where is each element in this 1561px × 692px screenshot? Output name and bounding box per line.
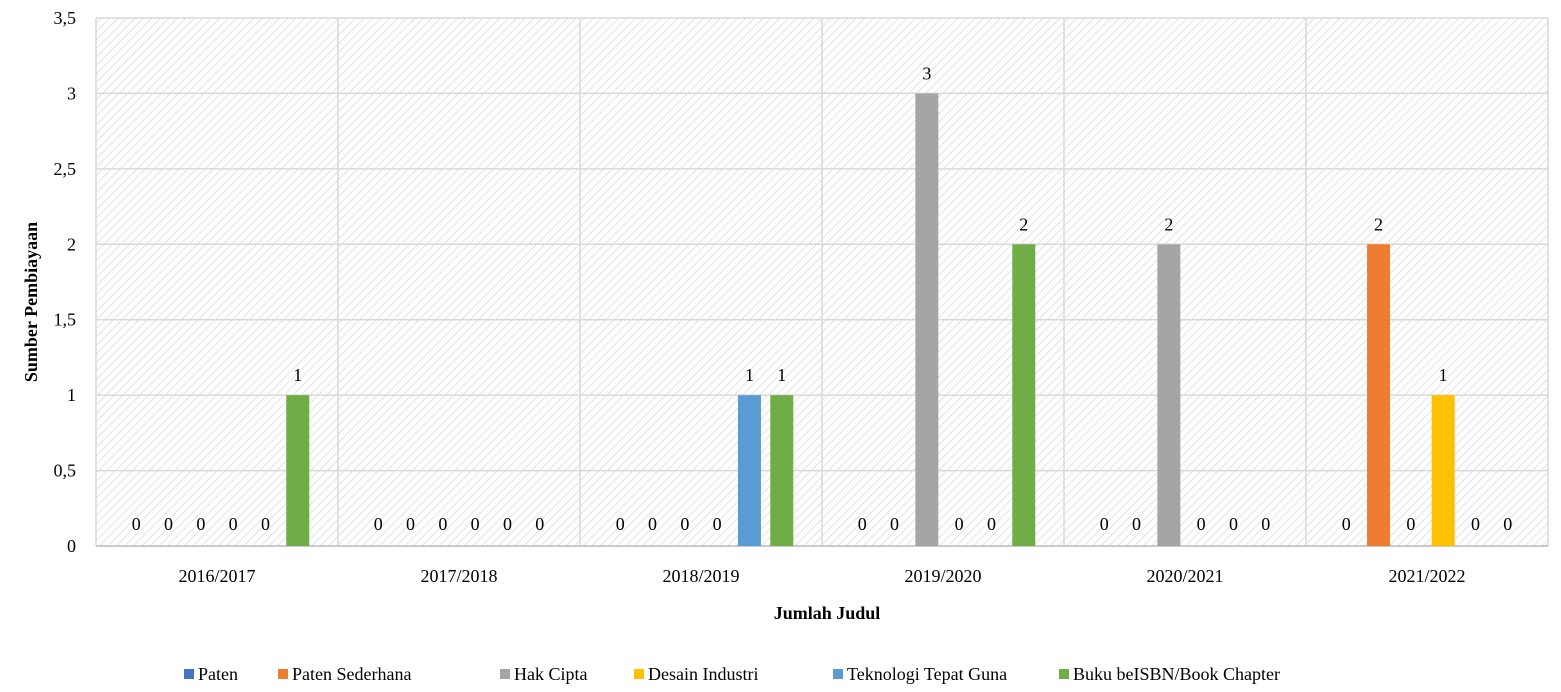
legend-swatch [500, 669, 510, 679]
data-label: 0 [374, 514, 383, 534]
y-axis-title: Sumber Pembiayaan [21, 222, 41, 382]
legend-label: Desain Industri [648, 664, 758, 684]
x-tick-label: 2017/2018 [420, 566, 497, 586]
data-label: 0 [1132, 514, 1141, 534]
data-label: 0 [680, 514, 689, 534]
data-label: 0 [1342, 514, 1351, 534]
data-label: 0 [890, 514, 899, 534]
y-tick-label: 2,5 [54, 159, 77, 179]
legend: Paten Paten Sederhana Hak Cipta Desain Indu… [184, 664, 1280, 684]
legend-swatch [184, 669, 194, 679]
data-label: 0 [196, 514, 205, 534]
data-label: 0 [406, 514, 415, 534]
bar [737, 395, 761, 546]
bar [1012, 244, 1036, 547]
legend-swatch [278, 669, 288, 679]
x-tick-label: 2019/2020 [904, 566, 981, 586]
data-label: 0 [1503, 514, 1512, 534]
data-label: 2 [1374, 214, 1383, 234]
data-label: 1 [745, 365, 754, 385]
data-label: 0 [955, 514, 964, 534]
y-tick-label: 3,5 [54, 8, 77, 28]
gridlines [95, 17, 1549, 547]
data-label: 0 [438, 514, 447, 534]
data-label: 0 [616, 514, 625, 534]
legend-label: Paten [198, 664, 238, 684]
data-label: 0 [229, 514, 238, 534]
legend-swatch [1059, 669, 1069, 679]
data-label: 0 [1197, 514, 1206, 534]
data-label: 0 [1261, 514, 1270, 534]
data-labels: 0 0 0 0 0 1 0 0 0 0 0 0 0 0 0 0 1 1 0 0 3 0 0 2 0 0 2 0 0 0 0 2 0 1 0 0 [132, 63, 1513, 534]
x-axis-title: Jumlah Judul [774, 603, 881, 623]
data-label: 2 [1164, 214, 1173, 234]
y-tick-label: 1 [67, 385, 76, 405]
data-label: 0 [503, 514, 512, 534]
x-tick-label: 2018/2019 [662, 566, 739, 586]
data-label: 0 [261, 514, 270, 534]
legend-swatch [833, 669, 843, 679]
bars [286, 93, 1455, 547]
data-label: 1 [1439, 365, 1448, 385]
data-label: 0 [1100, 514, 1109, 534]
data-label: 1 [293, 365, 302, 385]
bar [1431, 395, 1455, 546]
y-tick-label: 3 [67, 83, 76, 103]
legend-label: Buku beISBN/Book Chapter [1073, 664, 1280, 684]
legend-label: Teknologi Tepat Guna [847, 664, 1007, 684]
axes: 0 0,5 1 1,5 2 2,5 3 3,5 2016/2017 2017/2018 2018/2… [54, 8, 1548, 586]
legend-swatch [634, 669, 644, 679]
bar [1157, 244, 1181, 547]
data-label: 0 [132, 514, 141, 534]
y-tick-label: 1,5 [54, 310, 77, 330]
data-label: 0 [1229, 514, 1238, 534]
bar [286, 395, 310, 546]
x-tick-label: 2016/2017 [178, 566, 255, 586]
data-label: 0 [471, 514, 480, 534]
data-label: 1 [777, 365, 786, 385]
data-label: 3 [922, 63, 931, 83]
data-label: 0 [858, 514, 867, 534]
data-label: 2 [1019, 214, 1028, 234]
data-label: 0 [1471, 514, 1480, 534]
y-tick-label: 0,5 [54, 461, 77, 481]
y-tick-label: 0 [67, 536, 76, 556]
data-label: 0 [713, 514, 722, 534]
bar [1367, 244, 1391, 547]
x-tick-label: 2020/2021 [1146, 566, 1223, 586]
legend-label: Hak Cipta [514, 664, 588, 684]
data-label: 0 [648, 514, 657, 534]
x-tick-label: 2021/2022 [1388, 566, 1465, 586]
legend-label: Paten Sederhana [292, 664, 411, 684]
data-label: 0 [1406, 514, 1415, 534]
data-label: 0 [987, 514, 996, 534]
bar [770, 395, 794, 546]
data-label: 0 [164, 514, 173, 534]
y-tick-label: 2 [67, 234, 76, 254]
data-label: 0 [535, 514, 544, 534]
bar [915, 93, 939, 546]
